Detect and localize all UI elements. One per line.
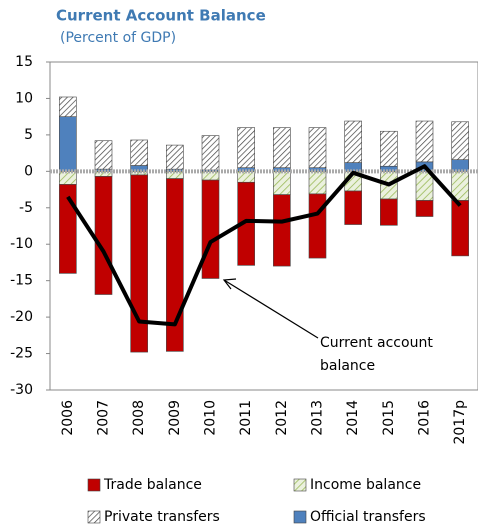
annotation: balance xyxy=(320,358,375,374)
bar-segment xyxy=(344,190,362,225)
legend-swatch xyxy=(87,510,101,524)
legend-label: Private transfers xyxy=(104,509,220,525)
y-tick-label: -10 xyxy=(10,236,33,252)
bar-segment xyxy=(201,135,220,171)
x-tick-label: 2012 xyxy=(274,400,290,436)
x-tick-label: 2008 xyxy=(131,400,147,436)
y-tick-label: -15 xyxy=(10,273,33,289)
y-tick-label: -20 xyxy=(10,309,33,325)
bar-segment xyxy=(94,176,113,295)
y-tick-label: 10 xyxy=(15,90,33,106)
bar-segment xyxy=(273,194,291,267)
bar-segment xyxy=(94,168,113,172)
bar-segment xyxy=(380,130,398,167)
bar-segment xyxy=(308,171,327,195)
x-tick-label: 2011 xyxy=(238,400,254,436)
x-tick-label: 2006 xyxy=(60,400,76,436)
bar-segment xyxy=(380,165,398,172)
bar-segment xyxy=(451,159,469,172)
x-tick-label: 2016 xyxy=(417,400,433,436)
bar-segment xyxy=(130,139,148,166)
chart-subtitle: (Percent of GDP) xyxy=(60,30,176,46)
x-tick-label: 2013 xyxy=(310,400,326,436)
y-tick-label: -5 xyxy=(19,200,33,216)
bar-segment xyxy=(59,96,77,117)
plot-frame xyxy=(49,61,478,391)
y-tick-label: 0 xyxy=(24,163,33,179)
bar-segment xyxy=(201,179,220,279)
legend-swatch xyxy=(87,478,101,492)
y-tick-label: 15 xyxy=(15,54,33,70)
chart-title: Current Account Balance xyxy=(56,7,266,25)
bar-segment xyxy=(380,198,398,226)
x-tick-label: 2015 xyxy=(381,400,397,436)
bar-segment xyxy=(59,171,77,185)
x-tick-label: 2010 xyxy=(203,400,219,436)
bar-segment xyxy=(415,200,434,217)
bar-segment xyxy=(166,178,184,352)
legend-label: Trade balance xyxy=(103,477,202,493)
bar-segment xyxy=(451,121,469,160)
bar-segment xyxy=(59,116,77,172)
y-tick-label: -30 xyxy=(10,382,33,398)
annotation: Current account xyxy=(320,335,433,351)
x-tick-label: 2014 xyxy=(345,400,361,436)
legend-swatch xyxy=(293,510,307,524)
bar-segment xyxy=(273,171,291,195)
legend-swatch xyxy=(293,478,307,492)
y-tick-label: -25 xyxy=(10,346,33,362)
bar-segment xyxy=(415,120,434,163)
annotation-arrow xyxy=(223,279,319,339)
x-tick-label: 2017p xyxy=(452,400,468,445)
arrow-head xyxy=(222,278,237,290)
bar-segment xyxy=(308,127,327,168)
y-tick-label: 5 xyxy=(24,127,33,143)
legend-label: Official transfers xyxy=(310,509,426,525)
bar-segment xyxy=(344,120,362,163)
bar-segment xyxy=(451,200,469,257)
bar-segment xyxy=(308,193,327,259)
legend-label: Income balance xyxy=(310,477,421,493)
bar-segment xyxy=(130,171,148,176)
bar-segment xyxy=(94,140,113,170)
line xyxy=(66,164,462,327)
bar-segment xyxy=(130,165,148,172)
bar-segment xyxy=(273,127,291,168)
bar-segment xyxy=(94,171,113,177)
bar-segment xyxy=(166,144,184,170)
bar-segment xyxy=(237,127,255,168)
bar-segment xyxy=(130,174,148,353)
x-tick-label: 2009 xyxy=(167,400,183,436)
x-tick-label: 2007 xyxy=(96,400,112,436)
